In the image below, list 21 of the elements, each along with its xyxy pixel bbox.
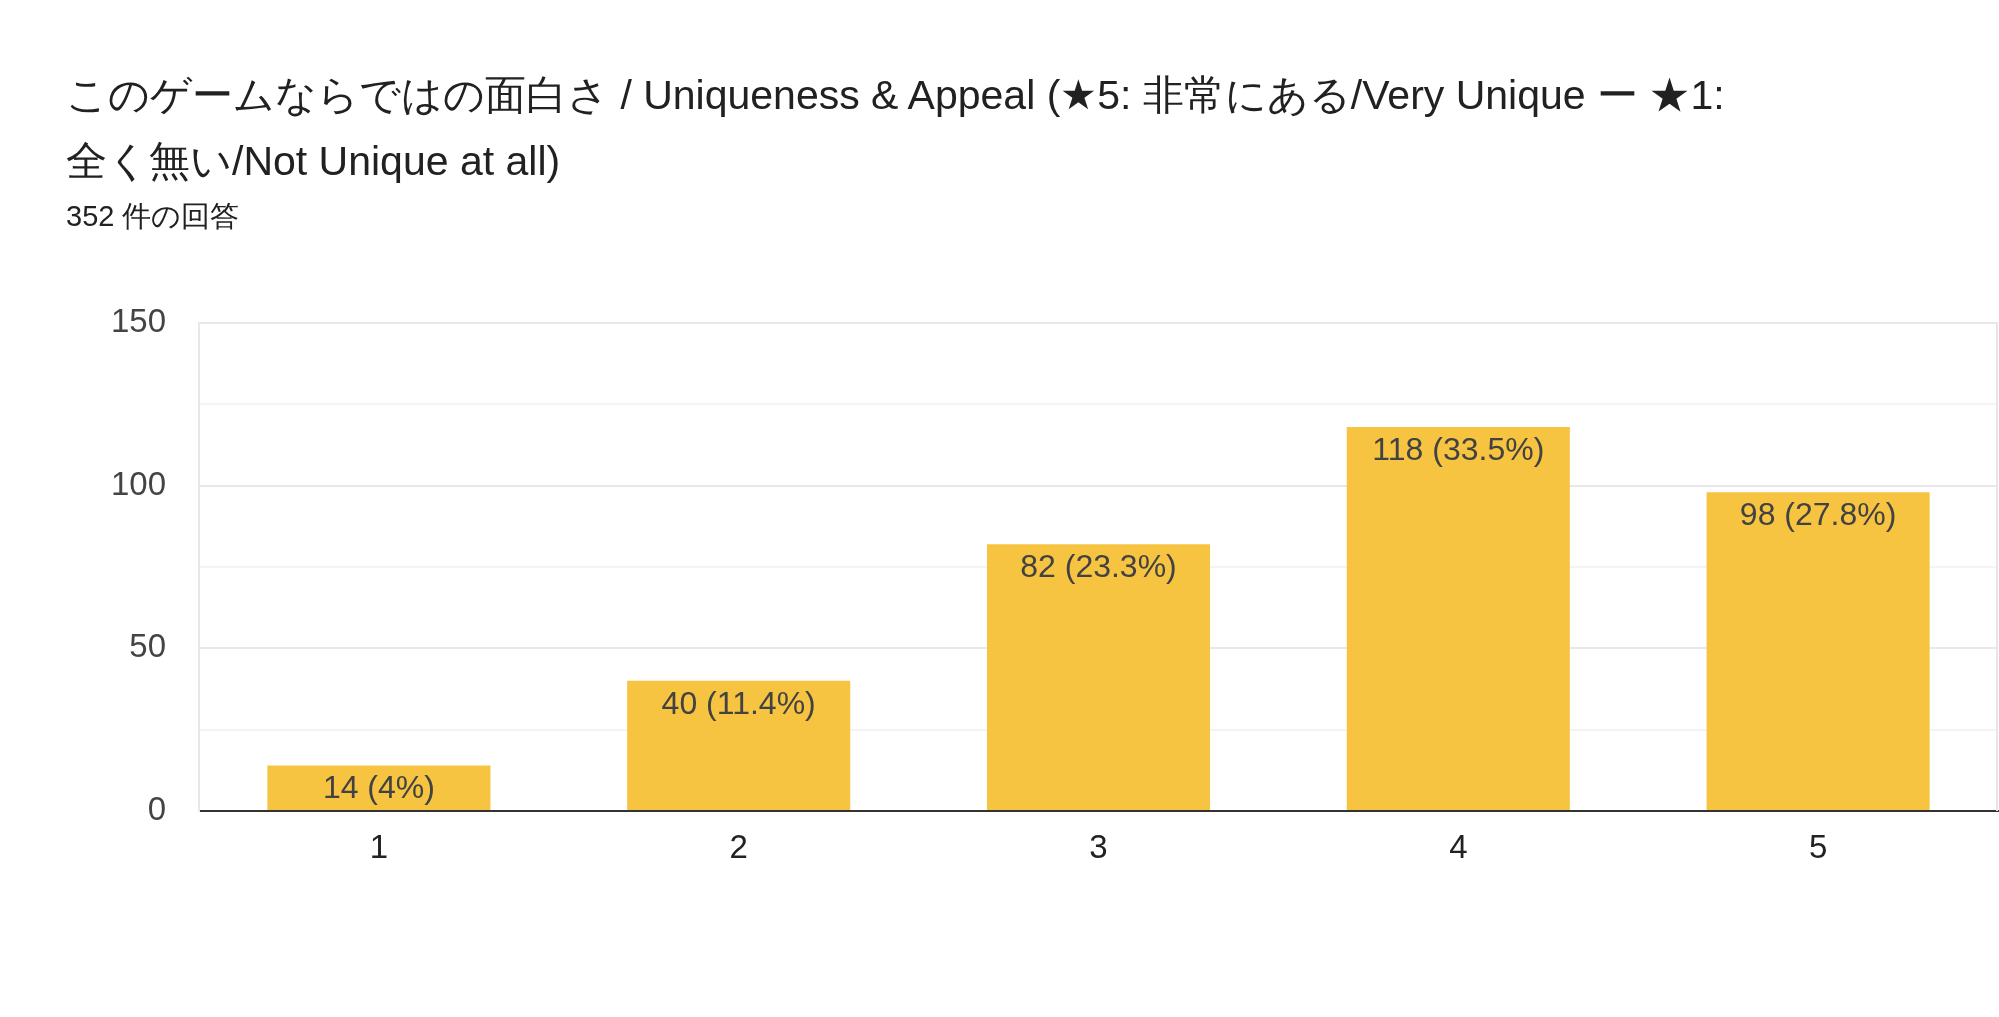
y-tick-label: 150 <box>110 302 166 340</box>
x-tick-label: 4 <box>1449 827 1468 865</box>
x-tick-label: 3 <box>1089 827 1108 865</box>
bar <box>1346 427 1570 810</box>
data-label: 82 (23.3%) <box>1020 548 1177 585</box>
chart-title: このゲームならではの面白さ / Uniqueness & Appeal (★5: 非常にある/Very Unique ー ★1: 全く無い/Not Unique at all) <box>66 71 1726 186</box>
y-tick-label: 50 <box>129 627 166 665</box>
bar <box>267 765 491 810</box>
x-tick-label: 2 <box>729 827 748 865</box>
y-tick-label: 100 <box>110 464 166 502</box>
bar <box>627 680 851 810</box>
y-tick-label: 0 <box>147 790 166 828</box>
chart-subtitle: 352 件の回答 <box>66 199 240 234</box>
x-tick-label: 1 <box>369 827 389 865</box>
data-label: 98 (27.8%) <box>1739 496 1897 532</box>
bar <box>1706 492 1930 810</box>
data-label: 14 (4%) <box>322 769 435 806</box>
bar <box>986 544 1211 810</box>
data-label: 40 (11.4%) <box>661 684 816 721</box>
data-label: 118 (33.5%) <box>1372 430 1545 467</box>
x-tick-label: 5 <box>1808 827 1828 865</box>
